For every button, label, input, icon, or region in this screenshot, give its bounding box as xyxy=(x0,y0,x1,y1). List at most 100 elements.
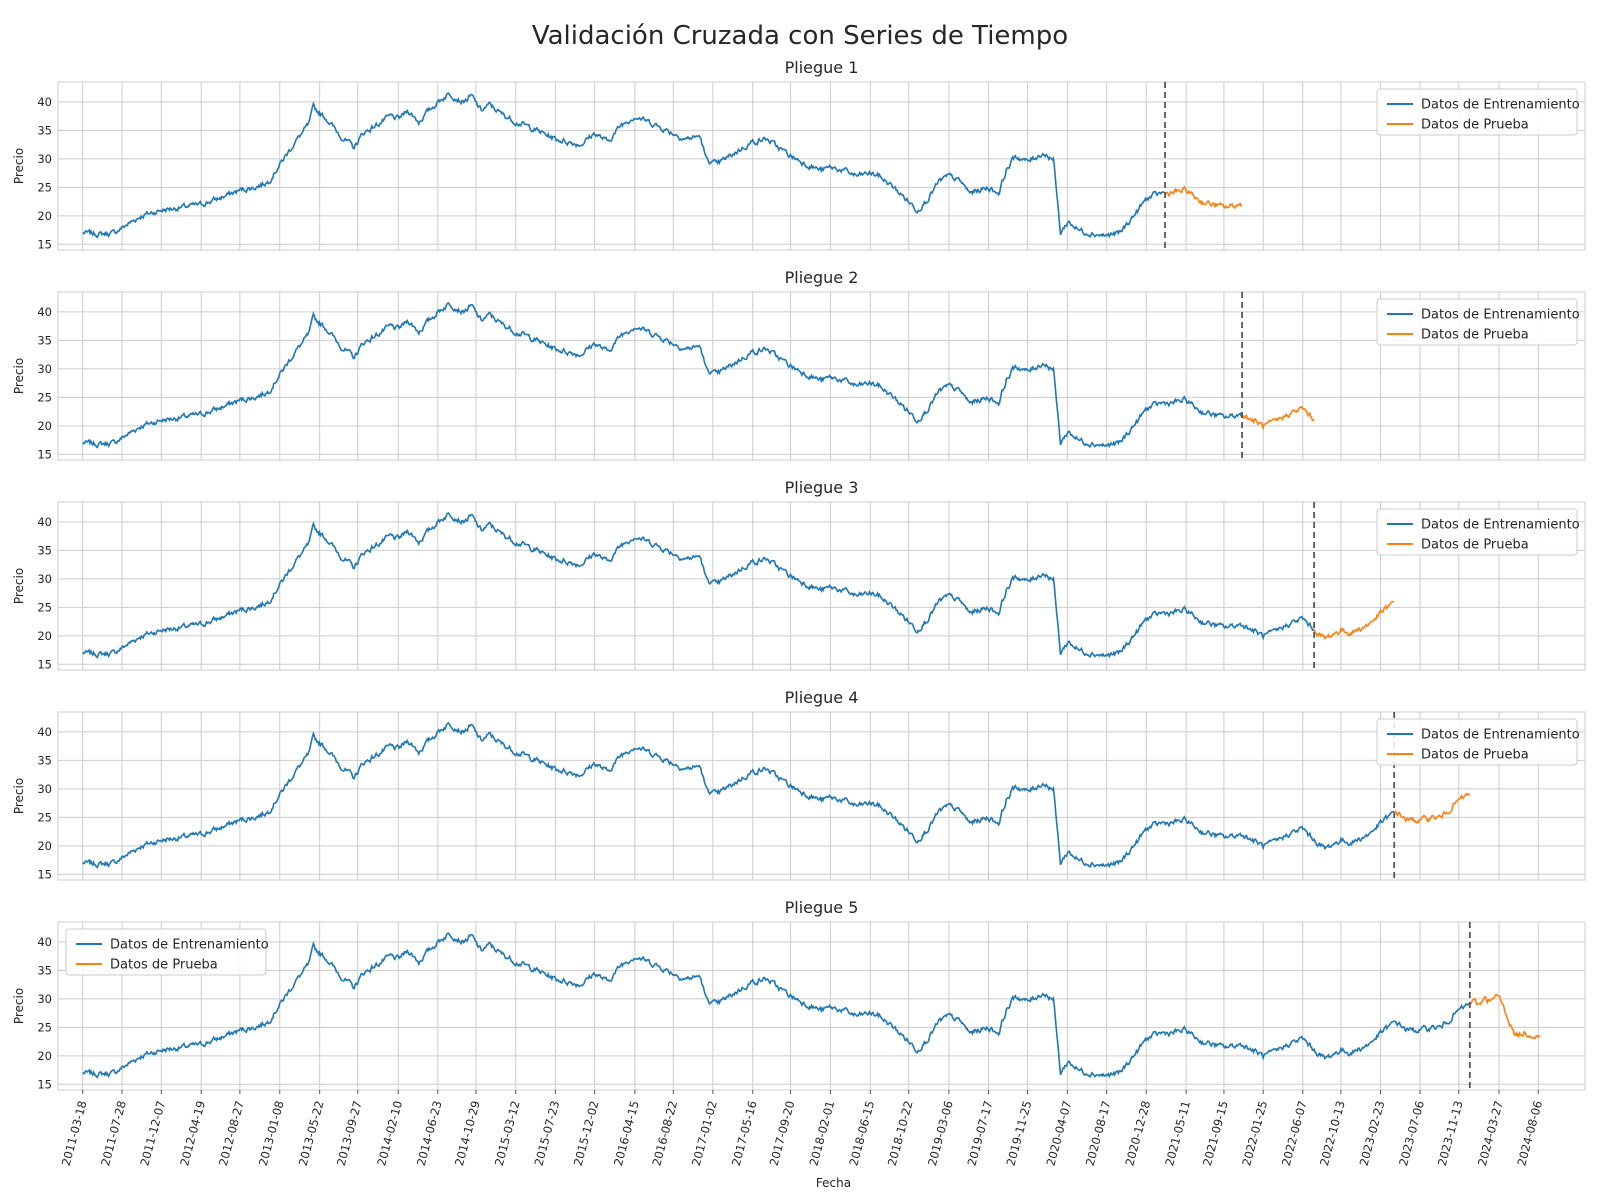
legend-label-test: Datos de Prueba xyxy=(1421,118,1529,133)
y-tick-label: 30 xyxy=(37,362,52,376)
plot-frame xyxy=(57,921,1586,1091)
x-tick-label: 2011-03-18 xyxy=(59,1099,90,1167)
x-tick-label: 2017-01-02 xyxy=(689,1099,720,1167)
train-series-line xyxy=(82,721,1395,869)
legend: Datos de Entrenamiento Datos de Prueba xyxy=(1376,508,1580,556)
y-tick-label: 15 xyxy=(37,447,52,461)
x-tick-label: 2015-03-12 xyxy=(492,1099,523,1167)
y-tick-label: 20 xyxy=(37,629,52,643)
y-tick-label: 40 xyxy=(37,935,52,949)
plot-frame xyxy=(57,501,1586,671)
y-tick-label: 15 xyxy=(37,237,52,251)
x-tick-label: 2019-03-06 xyxy=(925,1099,956,1167)
y-tick-label: 35 xyxy=(37,333,52,347)
y-axis-label: Precio xyxy=(12,358,26,394)
y-tick-label: 35 xyxy=(37,753,52,767)
x-tick-label: 2013-01-08 xyxy=(256,1099,287,1167)
x-tick-label: 2021-09-15 xyxy=(1200,1099,1231,1167)
x-tick-label: 2022-10-13 xyxy=(1317,1099,1348,1167)
test-series-line xyxy=(1394,792,1471,824)
legend-label-test: Datos de Prueba xyxy=(1421,748,1529,763)
legend-box xyxy=(1376,88,1578,136)
figure-title: Validación Cruzada con Series de Tiempo xyxy=(532,21,1068,51)
x-tick-label: 2017-05-16 xyxy=(729,1099,760,1167)
y-tick-label: 15 xyxy=(37,1077,52,1091)
x-tick-label: 2020-12-28 xyxy=(1122,1099,1153,1167)
subplot-title: Pliegue 5 xyxy=(785,898,859,917)
x-tick-label: 2018-06-15 xyxy=(846,1099,877,1167)
y-tick-label: 40 xyxy=(37,725,52,739)
x-tick-label: 2022-01-25 xyxy=(1239,1099,1270,1167)
subplot-title: Pliegue 1 xyxy=(785,58,859,77)
subplot-title: Pliegue 4 xyxy=(785,688,859,707)
x-tick-label: 2021-05-11 xyxy=(1162,1099,1193,1167)
subplot-fold-1: Pliegue 1 15 20 25 30 35 40 Precio Datos de Entr… xyxy=(12,58,1586,251)
test-series-line xyxy=(1469,993,1541,1040)
x-tick-label: 2011-07-28 xyxy=(98,1099,129,1167)
x-tick-label: 2017-09-20 xyxy=(767,1099,798,1167)
y-tick-label: 25 xyxy=(37,390,52,404)
y-tick-label: 30 xyxy=(37,152,52,166)
x-axis-label: Fecha xyxy=(816,1176,851,1190)
y-tick-label: 40 xyxy=(37,305,52,319)
x-tick-label: 2023-11-13 xyxy=(1435,1099,1466,1167)
y-tick-label: 40 xyxy=(37,95,52,109)
test-series-line xyxy=(1241,405,1315,431)
legend-label-train: Datos de Entrenamiento xyxy=(1421,98,1580,113)
x-tick-label: 2019-11-25 xyxy=(1004,1099,1035,1167)
legend-label-train: Datos de Entrenamiento xyxy=(1421,728,1580,743)
subplot-fold-4: Pliegue 4 15 20 25 30 35 40 Precio Datos de Entr… xyxy=(12,688,1586,881)
shared-x-axis: 2011-03-18 2011-07-28 2011-12-07 2012-04-19… xyxy=(59,1090,1545,1190)
train-series-line xyxy=(82,301,1243,449)
legend-label-test: Datos de Prueba xyxy=(1421,538,1529,553)
x-tick-label: 2016-04-15 xyxy=(611,1099,642,1167)
y-tick-label: 20 xyxy=(37,839,52,853)
y-tick-label: 25 xyxy=(37,180,52,194)
legend-label-test: Datos de Prueba xyxy=(1421,328,1529,343)
y-tick-label: 25 xyxy=(37,600,52,614)
x-tick-label: 2016-08-22 xyxy=(649,1099,680,1167)
legend-label-train: Datos de Entrenamiento xyxy=(1421,308,1580,323)
y-tick-label: 30 xyxy=(37,572,52,586)
x-tick-label: 2013-09-27 xyxy=(334,1099,365,1167)
y-tick-label: 15 xyxy=(37,657,52,671)
y-axis-label: Precio xyxy=(12,568,26,604)
y-axis-label: Precio xyxy=(12,148,26,184)
legend-box xyxy=(65,928,267,976)
plot-frame xyxy=(57,711,1586,881)
x-tick-label: 2014-10-29 xyxy=(452,1099,483,1167)
subplots: Pliegue 1 15 20 25 30 35 40 Precio Datos de Entr… xyxy=(12,58,1586,1091)
y-tick-label: 40 xyxy=(37,515,52,529)
train-series-line xyxy=(82,931,1471,1079)
y-tick-label: 30 xyxy=(37,992,52,1006)
x-tick-label: 2013-05-22 xyxy=(296,1099,327,1167)
x-tick-label: 2014-02-10 xyxy=(374,1099,405,1167)
y-axis-label: Precio xyxy=(12,778,26,814)
x-tick-label: 2023-07-06 xyxy=(1396,1099,1427,1167)
x-tick-label: 2023-02-23 xyxy=(1357,1099,1388,1167)
legend-box xyxy=(1376,508,1578,556)
y-tick-label: 35 xyxy=(37,543,52,557)
x-tick-label: 2022-06-07 xyxy=(1279,1099,1310,1167)
y-tick-label: 20 xyxy=(37,209,52,223)
legend-label-test: Datos de Prueba xyxy=(110,958,218,973)
y-tick-label: 25 xyxy=(37,810,52,824)
plot-frame xyxy=(57,291,1586,461)
x-tick-label: 2020-08-17 xyxy=(1083,1099,1114,1167)
y-tick-label: 15 xyxy=(37,867,52,881)
subplot-title: Pliegue 2 xyxy=(785,268,859,287)
x-tick-label: 2014-06-23 xyxy=(414,1099,445,1167)
plot-frame xyxy=(57,81,1586,251)
x-tick-label: 2019-07-17 xyxy=(965,1099,996,1167)
subplot-fold-3: Pliegue 3 15 20 25 30 35 40 Precio Datos de Entr… xyxy=(12,478,1586,671)
subplot-title: Pliegue 3 xyxy=(785,478,859,497)
x-tick-label: 2024-03-27 xyxy=(1475,1099,1506,1167)
legend: Datos de Entrenamiento Datos de Prueba xyxy=(1376,298,1580,346)
legend-label-train: Datos de Entrenamiento xyxy=(1421,518,1580,533)
y-tick-label: 20 xyxy=(37,1049,52,1063)
legend-label-train: Datos de Entrenamiento xyxy=(110,938,269,953)
train-series-line xyxy=(82,91,1165,239)
y-tick-label: 35 xyxy=(37,123,52,137)
test-series-line xyxy=(1313,600,1395,640)
